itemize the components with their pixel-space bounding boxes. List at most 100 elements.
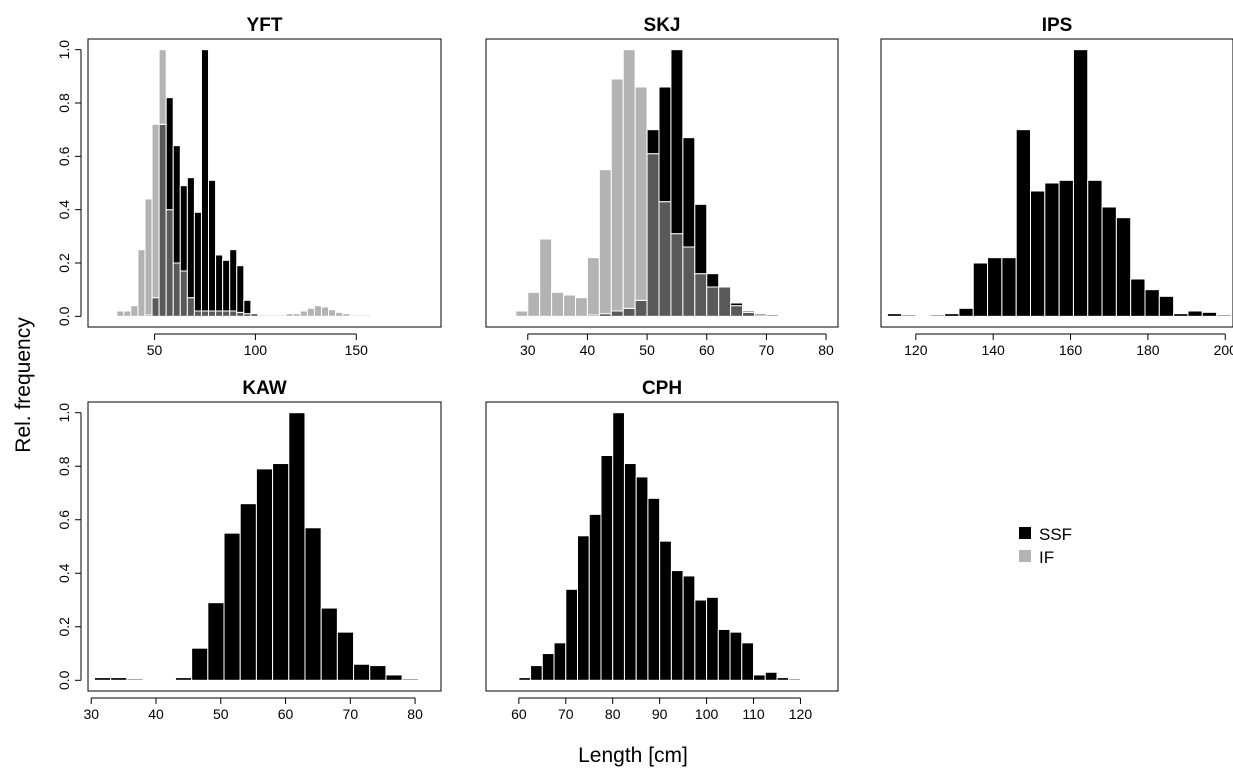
bar-overlap	[222, 310, 231, 317]
bar-ssf	[706, 273, 720, 288]
panel-title-ips: IPS	[1042, 15, 1073, 36]
bar-if	[539, 238, 553, 317]
bar-ssf	[1044, 182, 1060, 317]
x-tick-label: 50	[213, 706, 229, 722]
bar-overlap	[718, 286, 732, 317]
bar-ssf	[577, 535, 590, 681]
bar-overlap	[742, 311, 755, 317]
bar-if	[527, 291, 541, 317]
bar-ssf	[239, 503, 257, 681]
bar-ssf	[236, 265, 245, 313]
bar-if	[130, 305, 139, 317]
bar-ssf	[1130, 278, 1146, 317]
panel-ips: IPS 120 140 160 180 200	[880, 15, 1233, 358]
bar-ssf	[753, 313, 767, 316]
bar-overlap	[658, 201, 672, 317]
panels: YFT 50 100 150 0.0 0.2 0.4 0.6 0.8 1.0 SKJ 30 40 50 60…	[56, 15, 1233, 722]
bar-ssf	[741, 642, 755, 681]
x-tick-label: 30	[520, 342, 536, 358]
bar-ssf	[186, 177, 195, 299]
bar-overlap	[730, 305, 744, 317]
bar-ssf	[647, 497, 661, 681]
bar-ssf	[635, 476, 649, 681]
bar-ssf	[929, 314, 946, 317]
x-tick-label: 30	[83, 706, 99, 722]
bar-ssf	[1072, 49, 1089, 317]
bar-if	[292, 313, 301, 317]
bar-ssf	[694, 599, 708, 681]
bar-ssf	[670, 49, 684, 235]
y-tick-label: 0.4	[56, 563, 72, 583]
bar-if	[123, 310, 132, 317]
bar-ssf	[742, 310, 755, 313]
bar-overlap	[179, 270, 188, 317]
plot-frame-skj	[485, 38, 839, 328]
bar-ssf	[1216, 314, 1232, 317]
bar-if	[320, 306, 330, 317]
panel-title-cph: CPH	[642, 378, 682, 399]
legend-swatch-ssf	[1019, 527, 1031, 539]
bar-if	[271, 314, 280, 317]
bar-overlap	[186, 297, 195, 317]
bar-ssf	[110, 677, 128, 681]
bar-ssf	[93, 677, 112, 681]
bar-ssf	[165, 97, 174, 211]
bar-ssf	[682, 575, 696, 681]
bar-ssf	[530, 665, 543, 681]
bar-if	[622, 49, 636, 309]
bar-ssf	[518, 677, 532, 681]
x-tick-label: 70	[558, 706, 574, 722]
bar-ssf	[126, 678, 144, 681]
bar-ssf	[753, 674, 766, 681]
bar-if	[144, 198, 153, 316]
x-axis-skj: 30 40 50 60 70 80	[520, 333, 834, 358]
bar-if	[363, 314, 372, 317]
bar-ssf	[764, 671, 778, 681]
x-tick-label: 40	[580, 342, 596, 358]
x-tick-label: 120	[904, 342, 928, 358]
x-axis-label: Length [cm]	[578, 744, 688, 767]
bar-ssf	[215, 254, 224, 312]
bar-ssf	[1187, 310, 1203, 317]
bar-ssf	[588, 513, 602, 681]
plot-frame-ips	[880, 38, 1233, 328]
y-tick-label: 0.0	[56, 670, 72, 690]
x-tick-label: 70	[343, 706, 359, 722]
bar-ssf	[1144, 289, 1160, 317]
bar-overlap	[250, 313, 259, 317]
x-tick-label: 80	[818, 342, 834, 358]
legend-label-ssf: SSF	[1039, 525, 1072, 544]
bar-ssf	[706, 596, 719, 681]
panel-yft: YFT 50 100 150 0.0 0.2 0.4 0.6 0.8 1.0	[56, 15, 442, 358]
bar-overlap	[622, 307, 636, 317]
bar-if	[342, 313, 351, 317]
bar-ssf	[336, 631, 355, 681]
y-axis-label: Rel. frequency	[12, 317, 35, 453]
bar-overlap	[151, 297, 160, 317]
bar-if	[574, 297, 588, 317]
x-tick-label: 50	[147, 342, 163, 358]
bar-ssf	[901, 314, 917, 317]
bar-ssf	[658, 86, 672, 203]
bar-overlap	[610, 310, 624, 317]
x-axis-ips: 120 140 160 180 200	[904, 333, 1233, 358]
bar-overlap	[208, 310, 217, 317]
bar-ssf	[320, 607, 338, 681]
bar-ssf	[1087, 179, 1103, 317]
bar-ssf	[223, 532, 241, 681]
bars-yft	[116, 49, 372, 317]
y-tick-label: 0.8	[56, 93, 72, 113]
bar-ssf	[987, 257, 1003, 317]
bar-if	[335, 311, 344, 317]
bar-ssf	[272, 463, 290, 681]
bar-ssf	[353, 663, 371, 681]
bar-if	[151, 123, 160, 299]
y-tick-label: 1.0	[56, 403, 72, 423]
bar-ssf	[1158, 295, 1175, 317]
legend: SSF IF	[1019, 525, 1072, 567]
bar-if	[515, 310, 529, 317]
bar-if	[551, 291, 565, 317]
x-tick-label: 60	[278, 706, 294, 722]
x-axis-yft: 50 100 150	[147, 333, 368, 358]
